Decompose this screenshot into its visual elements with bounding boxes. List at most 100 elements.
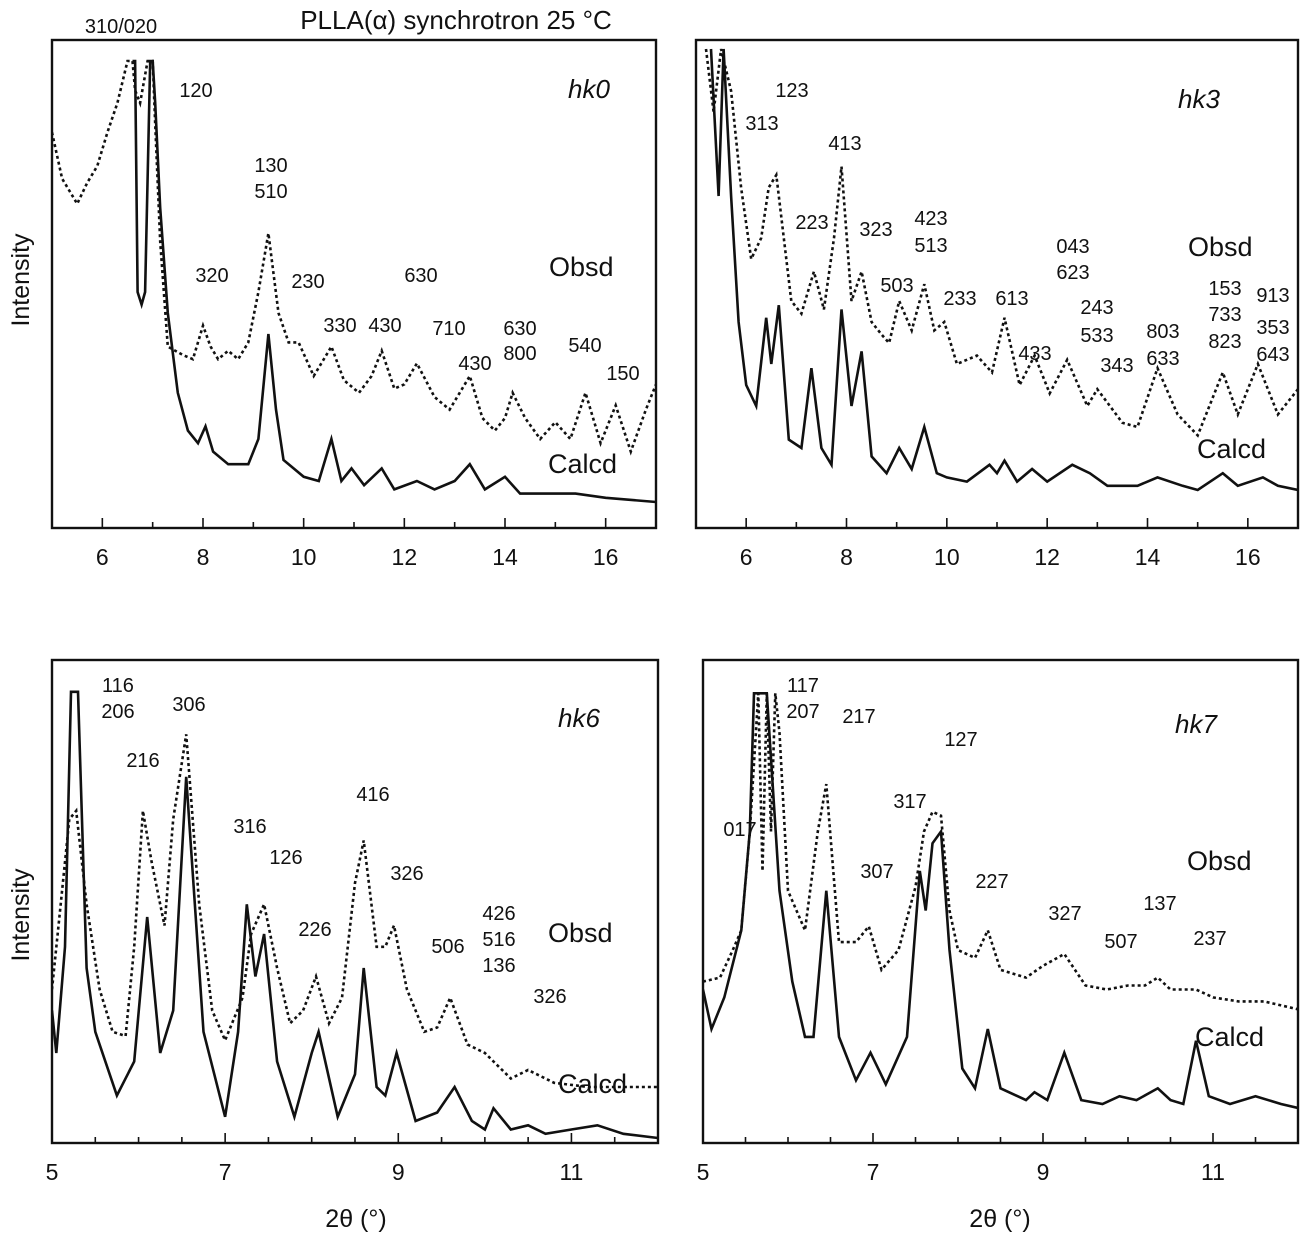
peak-label: 506 <box>431 936 464 958</box>
peak-label: 243 <box>1080 297 1113 319</box>
panel-hk3: 6 8 10 12 14 16 hk3 Obsd Calcd 123 313 413 223 323 423… <box>694 38 1300 570</box>
x-tick-label: 9 <box>392 1159 405 1185</box>
peak-label: 137 <box>1143 893 1176 915</box>
peak-label: 613 <box>995 288 1028 310</box>
peak-label: 327 <box>1048 903 1081 925</box>
peak-label: 326 <box>390 863 423 885</box>
peak-label: 116 <box>102 675 134 697</box>
x-tick-label: 14 <box>1135 544 1161 570</box>
series-label-obsd: Obsd <box>1188 232 1253 262</box>
series-label-calcd: Calcd <box>1195 1022 1264 1052</box>
x-tick-label: 14 <box>492 544 518 570</box>
peak-label: 510 <box>254 181 287 203</box>
x-tick-label: 6 <box>740 544 753 570</box>
x-tick-label: 7 <box>867 1159 880 1185</box>
peak-label: 207 <box>786 701 819 723</box>
peak-label: 633 <box>1146 348 1179 370</box>
peak-label: 507 <box>1104 931 1137 953</box>
y-axis-title: Intensity <box>7 233 35 327</box>
peak-label: 153 <box>1208 278 1241 300</box>
x-tick-label: 10 <box>934 544 960 570</box>
x-axis-title: 2θ (°) <box>969 1205 1030 1233</box>
peak-label: 320 <box>195 265 228 287</box>
peak-label: 216 <box>126 750 159 772</box>
peak-label: 800 <box>503 343 536 365</box>
peak-label: 540 <box>568 335 601 357</box>
peak-label: 117 <box>787 675 819 697</box>
peak-label: 237 <box>1193 928 1226 950</box>
series-label-obsd: Obsd <box>548 918 613 948</box>
peak-label: 126 <box>269 847 302 869</box>
peak-label: 643 <box>1256 344 1289 366</box>
panel-hk0: 6 8 10 12 14 16 hk0 Obsd Calcd 310/020 120 130 510 32… <box>7 16 658 570</box>
peak-label: 223 <box>795 212 828 234</box>
peak-label: 120 <box>179 80 212 102</box>
peak-label: 330 <box>323 315 356 337</box>
series-calcd-line <box>703 692 1298 1110</box>
peak-label: 413 <box>828 133 861 155</box>
y-axis-title: Intensity <box>7 868 35 962</box>
series-label-obsd: Obsd <box>1187 846 1252 876</box>
peak-label: 130 <box>254 155 287 177</box>
x-tick-label: 7 <box>219 1159 232 1185</box>
panels: 6 8 10 12 14 16hk0ObsdCalcd310/02012013051032… <box>7 16 1300 1233</box>
peak-label: 430 <box>368 315 401 337</box>
peak-label: 913 <box>1256 285 1289 307</box>
peak-label: 423 <box>914 208 947 230</box>
x-tick-label: 8 <box>197 544 210 570</box>
x-tick-label: 11 <box>559 1159 583 1185</box>
peak-label: 217 <box>842 706 875 728</box>
x-tick-label: 16 <box>1235 544 1261 570</box>
series-calcd-line <box>52 690 658 1140</box>
peak-label: 307 <box>860 861 893 883</box>
peak-label: 310/020 <box>85 16 157 38</box>
series-label-calcd: Calcd <box>558 1069 627 1099</box>
panel-tag: hk3 <box>1178 84 1220 114</box>
peak-label: 630 <box>503 318 536 340</box>
figure-title: PLLA(α) synchrotron 25 °C <box>300 5 612 35</box>
peak-label: 533 <box>1080 325 1113 347</box>
peak-label: 017 <box>723 819 756 841</box>
peak-label: 306 <box>172 694 205 716</box>
x-tick-label: 12 <box>392 544 418 570</box>
panel-tag: hk7 <box>1175 709 1218 739</box>
x-tick-label: 9 <box>1037 1159 1050 1185</box>
peak-label: 823 <box>1208 331 1241 353</box>
x-tick-label: 5 <box>697 1159 710 1185</box>
peak-label: 733 <box>1208 304 1241 326</box>
peak-label: 630 <box>404 265 437 287</box>
peak-label: 230 <box>291 271 324 293</box>
peak-label: 233 <box>943 288 976 310</box>
series-label-obsd: Obsd <box>549 252 614 282</box>
peak-label: 226 <box>298 919 331 941</box>
peak-label: 433 <box>1018 343 1051 365</box>
peak-label: 317 <box>893 791 926 813</box>
peak-label: 803 <box>1146 321 1179 343</box>
x-tick-label: 12 <box>1034 544 1060 570</box>
peak-label: 343 <box>1100 355 1133 377</box>
x-tick-label: 5 <box>46 1159 59 1185</box>
peak-label: 043 <box>1056 236 1089 258</box>
series-calcd-line <box>709 48 1298 492</box>
peak-label: 326 <box>533 986 566 1008</box>
series-calcd-line <box>132 59 656 504</box>
panel-tag: hk6 <box>558 703 600 733</box>
series-label-calcd: Calcd <box>548 449 617 479</box>
peak-label: 430 <box>458 353 491 375</box>
x-tick-label: 6 <box>96 544 109 570</box>
peak-label: 123 <box>775 80 808 102</box>
peak-label: 136 <box>482 955 515 977</box>
peak-label: 623 <box>1056 262 1089 284</box>
series-obsd-line <box>704 48 1298 438</box>
peak-label: 316 <box>233 816 266 838</box>
peak-label: 150 <box>606 363 639 385</box>
panel-hk7: 5 7 9 11 hk7 Obsd Calcd 117 207 217 127 017 317 307 22… <box>697 658 1300 1233</box>
peak-label: 710 <box>432 318 465 340</box>
peak-label: 227 <box>975 871 1008 893</box>
peak-label: 516 <box>482 929 515 951</box>
x-tick-label: 8 <box>840 544 853 570</box>
peak-label: 503 <box>880 275 913 297</box>
x-tick-label: 10 <box>291 544 317 570</box>
peak-label: 206 <box>101 701 134 723</box>
